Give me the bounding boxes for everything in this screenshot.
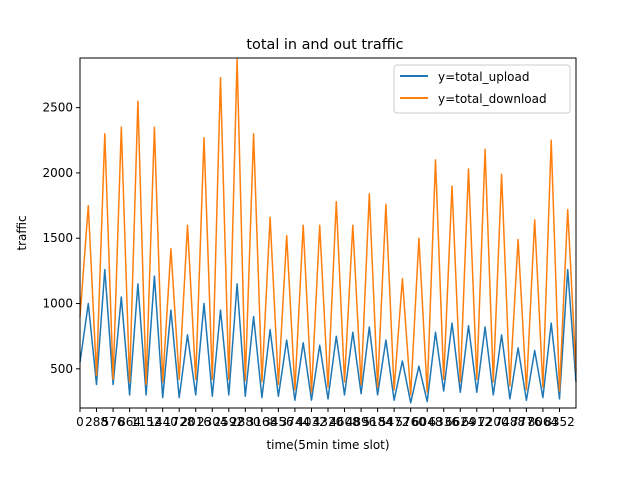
x-tick-label: 3744	[280, 415, 311, 429]
x-tick-label: 5472	[379, 415, 410, 429]
x-tick-label: 6048	[412, 415, 443, 429]
series-layer	[79, 58, 577, 404]
x-tick-label: 7488	[495, 415, 526, 429]
y-axis-title: traffic	[15, 215, 29, 250]
x-tick-label: 8352	[544, 415, 575, 429]
x-tick-label: 2592	[214, 415, 245, 429]
legend: y=total_upload y=total_download	[393, 64, 571, 114]
legend-box	[393, 64, 571, 114]
x-tick-label: 8064	[528, 415, 559, 429]
x-tick-label: 3456	[263, 415, 294, 429]
x-tick-label: 4608	[329, 415, 360, 429]
x-tick-label: 2880	[230, 415, 261, 429]
x-tick-label: 1728	[164, 415, 195, 429]
x-axis-title: time(5min time slot)	[266, 438, 389, 452]
chart-title: total in and out traffic	[246, 37, 403, 53]
y-tick-label: 2500	[42, 101, 73, 115]
x-tick-label: 5760	[395, 415, 426, 429]
y-tick-label: 2000	[42, 166, 73, 180]
x-tick-label: 2304	[197, 415, 228, 429]
x-tick-label: 3168	[247, 415, 278, 429]
x-tick-label: 4320	[313, 415, 344, 429]
x-tick-label: 0	[76, 415, 84, 429]
legend-label-download: y=total_download	[438, 92, 547, 106]
x-tick-label: 864	[118, 415, 141, 429]
x-tick-label: 6336	[428, 415, 459, 429]
x-tick-label: 7200	[478, 415, 509, 429]
x-tick-label: 7776	[511, 415, 542, 429]
x-tick-label: 1440	[147, 415, 178, 429]
x-tick-label: 2016	[180, 415, 211, 429]
x-axis: 0 288576864115214401728201623042592288031…	[76, 408, 575, 429]
y-tick-label: 1500	[42, 231, 73, 245]
y-tick-label: 1000	[42, 297, 73, 311]
x-tick-label: 288	[85, 415, 108, 429]
series-line-1	[79, 58, 577, 396]
series-line-0	[79, 268, 577, 404]
x-tick-label: 6624	[445, 415, 476, 429]
x-tick-label: 576	[102, 415, 125, 429]
y-axis: 500 1000 1500 2000 2500	[42, 101, 80, 376]
x-tick-label: 5184	[362, 415, 393, 429]
y-tick-label: 500	[50, 362, 73, 376]
legend-label-upload: y=total_upload	[438, 70, 529, 84]
x-tick-label: 4032	[296, 415, 327, 429]
x-tick-label: 4896	[346, 415, 377, 429]
x-tick-label: 1152	[131, 415, 162, 429]
x-tick-label: 6912	[462, 415, 493, 429]
